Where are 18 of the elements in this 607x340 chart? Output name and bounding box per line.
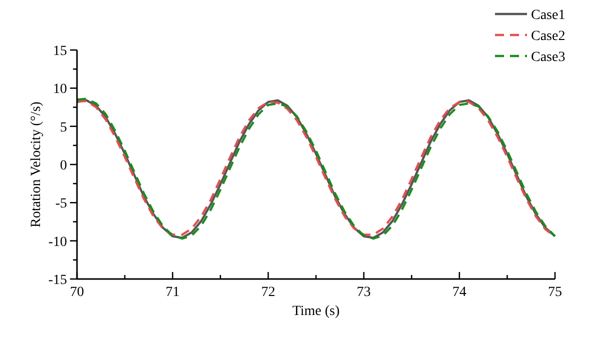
y-tick-label: 15 [53, 44, 67, 59]
legend-label: Case2 [531, 29, 566, 44]
y-tick-label: -10 [48, 234, 67, 250]
x-tick-label: 70 [70, 285, 84, 300]
legend-label: Case3 [531, 50, 566, 65]
y-tick-label: -15 [48, 273, 67, 288]
legend-label: Case1 [531, 8, 566, 23]
y-tick-label: -5 [55, 196, 67, 212]
x-tick-label: 71 [166, 285, 180, 300]
y-tick-label: 10 [53, 82, 67, 98]
x-tick-label: 73 [356, 285, 371, 300]
x-tick-label: 75 [548, 285, 562, 300]
x-axis-title: Time (s) [292, 304, 340, 319]
x-tick-label: 74 [452, 285, 466, 300]
y-tick-label: 0 [60, 158, 67, 174]
y-axis-title: Rotation Velocity (°/s) [29, 101, 44, 228]
y-tick-label: 5 [60, 120, 67, 136]
x-tick-label: 72 [261, 285, 276, 300]
